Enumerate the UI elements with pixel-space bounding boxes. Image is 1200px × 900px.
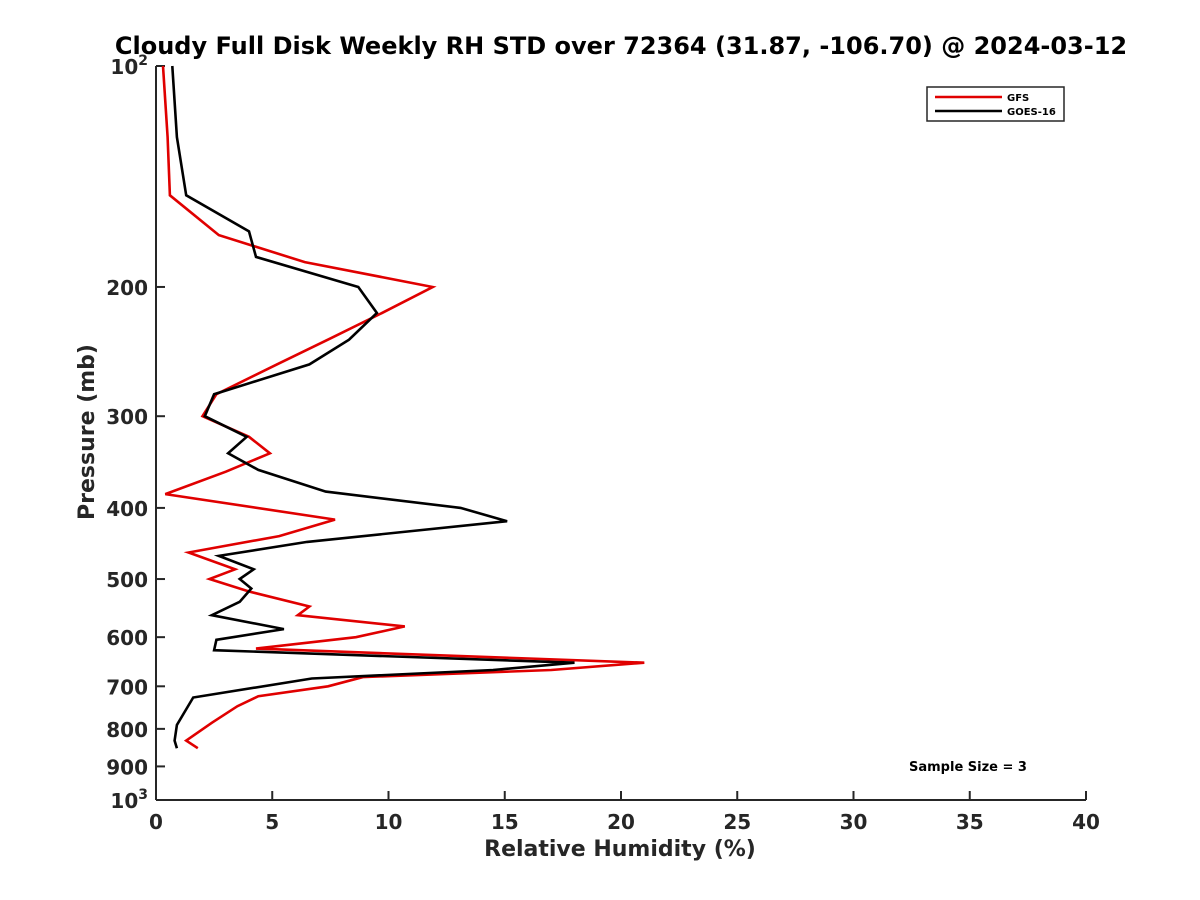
y-tick-label: 600 xyxy=(106,626,148,650)
legend-box xyxy=(926,86,1065,122)
y-tick-label: 103 xyxy=(110,787,148,813)
x-tick-label: 5 xyxy=(265,810,279,834)
y-tick-label: 900 xyxy=(106,755,148,779)
y-tick-label: 800 xyxy=(106,718,148,742)
series-line-gfs xyxy=(161,65,645,750)
series-line-goes-16 xyxy=(171,65,575,749)
sample-size-annotation: Sample Size = 3 xyxy=(909,760,1027,775)
legend: GFS GOES-16 xyxy=(926,86,1065,122)
x-tick-label: 10 xyxy=(375,810,403,834)
legend-label-goes-16: GOES-16 xyxy=(1007,107,1056,118)
y-tick-label: 400 xyxy=(106,497,148,521)
y-tick-label: 200 xyxy=(106,276,148,300)
x-tick-label: 15 xyxy=(491,810,519,834)
series-lines xyxy=(161,65,645,750)
chart-title: Cloudy Full Disk Weekly RH STD over 7236… xyxy=(115,32,1127,60)
legend-label-gfs: GFS xyxy=(1007,93,1029,104)
x-tick-label: 20 xyxy=(607,810,635,834)
axes: 0 5 10 15 20 25 30 35 40 102 200 300 400 500 600 700 800… xyxy=(106,53,1100,834)
x-tick-label: 30 xyxy=(840,810,868,834)
y-tick-label: 300 xyxy=(106,405,148,429)
x-tick-label: 40 xyxy=(1072,810,1100,834)
y-tick-label: 700 xyxy=(106,675,148,699)
x-tick-label: 0 xyxy=(149,810,163,834)
x-tick-label: 35 xyxy=(956,810,984,834)
x-axis-title: Relative Humidity (%) xyxy=(484,837,756,862)
y-tick-label: 102 xyxy=(110,53,148,79)
x-tick-label: 25 xyxy=(723,810,751,834)
y-axis-title: Pressure (mb) xyxy=(75,344,100,520)
y-tick-label: 500 xyxy=(106,568,148,592)
